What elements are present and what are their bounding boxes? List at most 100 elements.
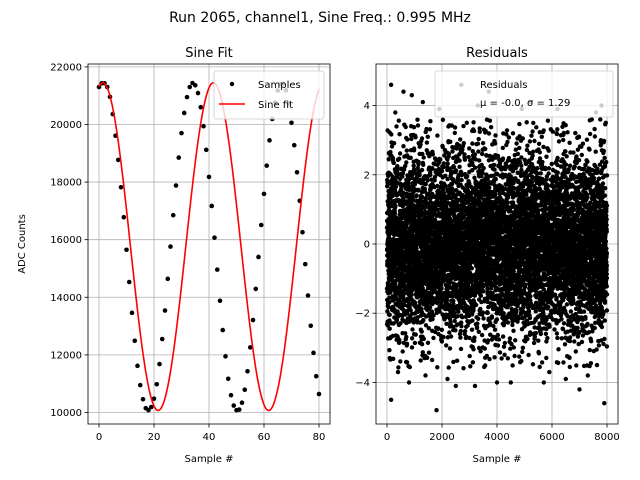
sine-fit-ylabel: ADC Counts [17,214,28,274]
residual-point [476,136,481,142]
residual-point [499,356,504,361]
sample-point [148,404,154,410]
residual-point [492,355,497,360]
residual-point [489,314,495,319]
residual-point [465,174,470,179]
sine-fit-line [98,81,320,412]
residual-point [483,146,488,152]
residual-point [501,344,507,349]
residual-point [390,174,395,179]
residual-point [445,161,450,166]
residual-point [424,140,430,145]
sample-point [242,387,248,393]
sample-point [165,276,171,282]
sample-point [170,212,176,218]
residual-point [502,340,508,346]
residual-point [386,304,391,310]
sample-point [209,203,215,209]
residual-point [494,317,500,322]
sample-point [308,323,314,329]
residual-point [470,318,475,323]
residual-point [505,200,510,205]
residual-point [421,317,426,323]
sample-point [239,400,245,405]
residual-point [408,308,413,313]
residual-point [389,144,395,149]
residual-point [401,144,406,149]
residual-point [400,174,405,179]
residual-point [394,124,399,129]
residual-point [478,293,484,298]
y-tick-label: 20000 [50,120,82,131]
residual-point [517,121,522,127]
residual-point [430,317,435,322]
residual-point [393,184,399,189]
residual-point [408,155,413,160]
residual-point [500,145,505,151]
x-tick-label: 20 [148,432,161,443]
residual-point [412,210,417,215]
residual-point [403,163,408,169]
residual-point [457,164,462,169]
residual-point [410,327,415,332]
residual-point [432,217,438,222]
residual-point [467,146,472,151]
sample-point [135,363,140,369]
sample-point [267,138,272,143]
residual-point [407,364,412,370]
residual-point [385,323,390,328]
residual-point [478,306,483,312]
sample-point [129,310,135,316]
residual-point [477,158,482,163]
sine-fit-legend-box [213,70,325,120]
residual-point [404,160,409,165]
sample-point [264,163,270,168]
residual-point [428,119,433,124]
residual-point [419,329,424,334]
residual-point [447,346,453,351]
residual-point [513,338,518,343]
sample-point [176,155,182,160]
residual-point [476,316,481,321]
residual-point [500,156,506,161]
sample-point [118,184,124,190]
residual-point [457,143,462,148]
residual-point [506,155,512,161]
residual-point [393,203,398,209]
residual-point [469,266,474,271]
residual-point [398,321,403,326]
residual-point [425,355,430,360]
residual-point [471,120,476,125]
residual-point [405,137,410,142]
residual-point [397,151,403,156]
residual-point [415,123,421,128]
sample-point [313,373,319,379]
sample-point [187,84,193,90]
residual-point [461,123,466,129]
sample-point [236,407,242,412]
sample-point [126,279,132,285]
residual-point [387,312,392,318]
sample-point [302,261,308,267]
residual-point [404,360,410,365]
residual-point [416,159,421,165]
residual-point [441,334,446,340]
sample-point [140,396,146,402]
residual-point [401,167,407,172]
residual-point [395,168,400,173]
residual-point [409,345,415,350]
x-tick-label: 60 [258,432,271,443]
residual-point [406,180,411,186]
residual-point [471,128,477,134]
sample-point [137,382,143,388]
residual-point [495,332,500,338]
residual-point [435,133,440,138]
residual-point [471,347,476,352]
residual-point [488,125,494,130]
residual-point [497,350,503,355]
residual-point [412,300,418,305]
y-tick-label: 14000 [50,293,82,304]
sample-point [195,90,201,96]
residual-point [398,187,404,192]
